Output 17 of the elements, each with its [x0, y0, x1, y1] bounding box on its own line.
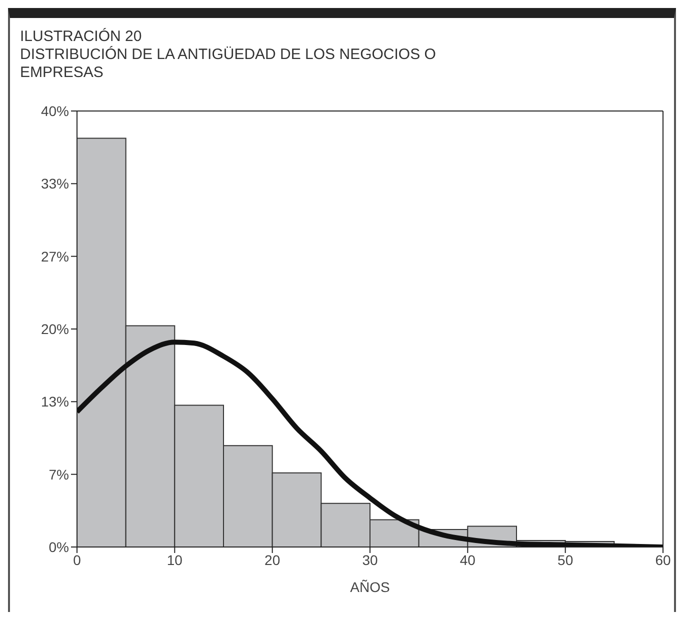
x-tick-label: 60 [655, 552, 671, 568]
y-tick-label: 20% [40, 320, 69, 337]
chart-title: ILUSTRACIÓN 20 [19, 28, 143, 46]
y-tick-label: 33% [40, 176, 69, 192]
x-tick-label: 20 [264, 552, 280, 568]
y-tick-label: 0% [48, 538, 69, 555]
x-axis-title: AÑOS [350, 579, 390, 595]
y-tick-label: 7% [48, 466, 69, 482]
x-tick-label: 0 [73, 552, 82, 568]
x-tick-label: 30 [362, 552, 378, 568]
x-tick-label: 50 [558, 552, 574, 568]
y-tick-label: 40% [40, 102, 69, 119]
x-tick-label: 40 [460, 552, 476, 568]
chart-subtitle: DISTRIBUCIÓN DE LA ANTIGÜEDAD DE LOS NEGOCIOS O EMPRESAS [19, 46, 437, 82]
y-tick-label: 27% [40, 248, 69, 264]
y-tick-label: 13% [40, 394, 69, 410]
x-tick-label: 10 [166, 552, 183, 568]
